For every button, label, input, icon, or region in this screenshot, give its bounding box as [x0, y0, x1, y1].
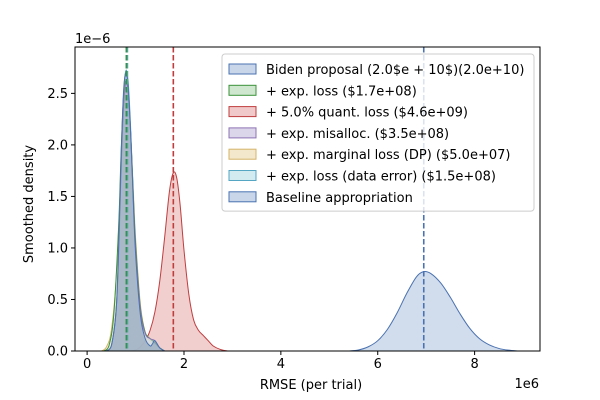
series-1-area — [130, 171, 228, 351]
axes-frame — [74, 46, 541, 352]
x-axis-label: RMSE (per trial) — [260, 378, 362, 393]
y-tick-label: 2.0 — [47, 138, 68, 153]
series-6-line — [106, 72, 165, 352]
legend-swatch — [228, 106, 257, 118]
legend-label: Biden proposal (2.0$e + 10$)(2.0e+10) — [266, 63, 524, 78]
x-tick-label: 4 — [277, 357, 285, 372]
x-tick-label: 0 — [83, 357, 91, 372]
y-tick-label: 0.0 — [47, 345, 68, 360]
x-axis-ticks: 0 2 4 6 8 — [83, 351, 479, 372]
legend-box — [221, 53, 535, 212]
y-axis-ticks: 0.0 0.5 1.0 1.5 2.0 2.5 — [47, 87, 75, 360]
legend-swatch — [228, 148, 257, 160]
legend: Biden proposal (2.0$e + 10$)(2.0e+10) + e… — [221, 53, 535, 212]
legend-swatch — [228, 127, 257, 139]
x-offset-label: 1e6 — [514, 377, 539, 392]
x-tick-label: 6 — [374, 357, 382, 372]
x-tick-label: 8 — [470, 357, 478, 372]
legend-label: + exp. loss ($1.7e+08) — [266, 84, 417, 99]
y-tick-label: 2.5 — [47, 87, 68, 102]
plot-area — [101, 69, 519, 352]
y-axis-label: Smoothed density — [22, 145, 37, 264]
y-tick-label: 1.5 — [47, 190, 68, 205]
y-tick-label: 1.0 — [47, 241, 68, 256]
series-1-line — [130, 171, 228, 352]
legend-label: + exp. misalloc. ($3.5e+08) — [266, 127, 449, 142]
legend-swatch — [228, 84, 257, 96]
legend-label: + exp. marginal loss (DP) ($5.0e+07) — [266, 148, 510, 163]
legend-label: Baseline appropriation — [266, 191, 413, 206]
series-0-area — [348, 271, 519, 351]
series-6-area — [106, 72, 165, 351]
y-offset-label: 1e−6 — [75, 32, 110, 47]
legend-swatch — [228, 191, 257, 203]
legend-swatch — [228, 63, 257, 75]
x-tick-label: 2 — [180, 357, 188, 372]
legend-swatch — [228, 170, 257, 181]
y-tick-label: 0.5 — [47, 293, 68, 308]
legend-label: + 5.0% quant. loss ($4.6e+09) — [266, 106, 468, 121]
legend-label: + exp. loss (data error) ($1.5e+08) — [266, 170, 496, 185]
series-0-line — [348, 270, 519, 352]
